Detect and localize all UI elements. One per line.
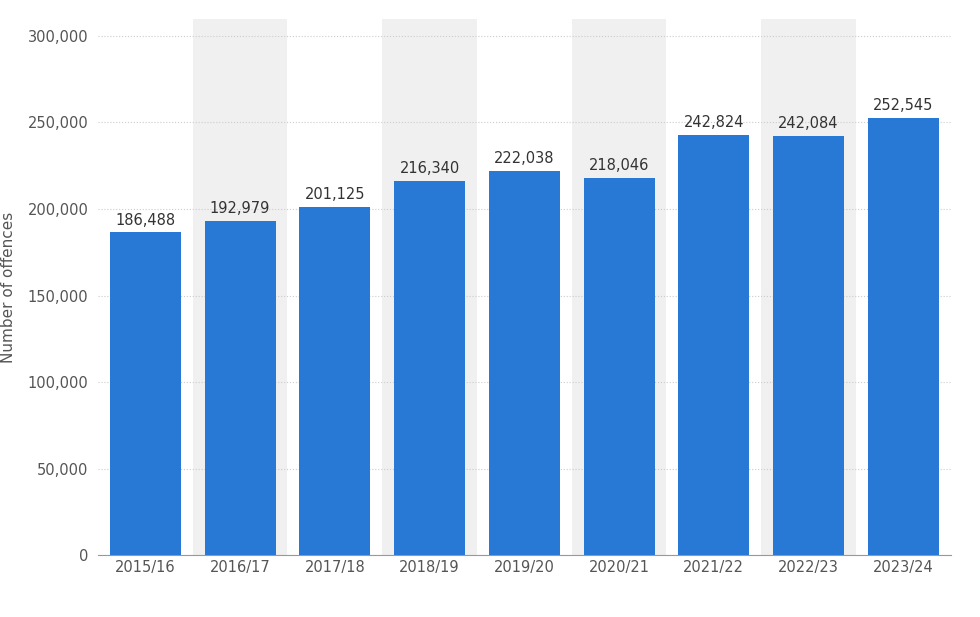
Bar — [678, 135, 750, 555]
Bar — [583, 178, 655, 555]
Bar — [287, 19, 382, 555]
Bar — [477, 19, 571, 555]
Text: 252,545: 252,545 — [873, 98, 933, 113]
Bar — [761, 19, 856, 555]
Bar — [856, 19, 951, 555]
Bar — [299, 207, 370, 555]
Text: 222,038: 222,038 — [494, 151, 555, 166]
Text: 216,340: 216,340 — [400, 161, 460, 176]
Bar — [193, 19, 287, 555]
Text: 242,084: 242,084 — [778, 116, 839, 131]
Bar — [571, 19, 666, 555]
Bar — [382, 19, 477, 555]
Text: 218,046: 218,046 — [589, 158, 649, 173]
Bar — [489, 171, 560, 555]
Y-axis label: Number of offences: Number of offences — [1, 211, 17, 363]
Text: 201,125: 201,125 — [305, 187, 366, 202]
Bar — [773, 136, 844, 555]
Bar — [205, 221, 275, 555]
Text: 242,824: 242,824 — [683, 115, 744, 130]
Text: 192,979: 192,979 — [210, 201, 270, 217]
Text: 186,488: 186,488 — [116, 212, 175, 228]
Bar — [666, 19, 761, 555]
Bar — [110, 233, 181, 555]
Bar — [98, 19, 193, 555]
Bar — [867, 118, 939, 555]
Bar — [394, 181, 466, 555]
